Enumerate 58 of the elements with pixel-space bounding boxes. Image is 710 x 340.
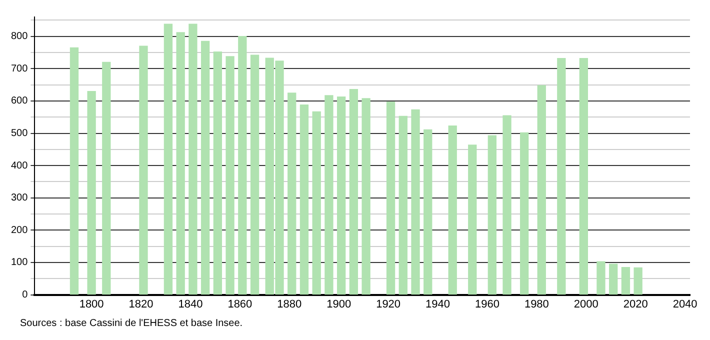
x-tick-label: 2020 [623,298,648,310]
bar [398,116,408,295]
bar [502,115,512,295]
bar [300,104,309,295]
bar [164,24,173,295]
y-tick-label: 500 [10,128,28,140]
x-tick-label: 2040 [672,298,698,310]
bar [139,46,148,295]
bar [596,261,606,295]
x-tick-label: 1860 [228,298,252,310]
x-tick-label: 2000 [574,298,598,310]
bar [488,135,496,295]
bar [349,89,358,295]
bar [238,36,247,295]
bar [312,111,321,295]
bar [213,52,222,295]
x-tick-label: 1940 [426,298,450,310]
x-tick-label: 1920 [376,298,401,310]
x-tick-label: 1900 [326,298,352,310]
bar [579,58,588,295]
bar [557,58,566,295]
bar [176,32,185,295]
y-tick-label: 300 [10,192,28,204]
bar [324,95,334,295]
bar [200,40,210,295]
bar [424,129,432,295]
y-tick-label: 400 [10,160,28,172]
x-tick-label: 1960 [474,298,500,310]
bar [102,62,111,295]
bar [520,132,529,295]
x-tick-label: 1800 [79,298,104,310]
bar [411,109,420,295]
source-note: Sources : base Cassini de l'EHESS et base Insee. [20,318,244,329]
bar [537,85,546,295]
bar [609,264,618,295]
bar [70,47,79,295]
bar [336,96,346,295]
y-tick-label: 0 [22,290,28,301]
bar [448,126,457,295]
y-tick-label: 600 [10,96,28,107]
bar [468,144,477,295]
x-tick-label: 1820 [128,298,154,310]
bar [621,267,630,295]
y-tick-label: 700 [10,63,28,74]
bar [634,267,642,295]
y-tick-label: 800 [10,31,28,42]
x-tick-label: 1880 [277,298,302,310]
bar [386,102,396,295]
x-tick-label: 1840 [178,298,203,310]
bar [250,54,260,295]
x-tick-label: 1980 [524,298,549,310]
y-tick-label: 100 [10,257,28,268]
bar [226,56,234,295]
bar [288,92,296,295]
bar [362,98,370,295]
y-tick-label: 200 [10,224,28,236]
bar [188,24,198,295]
bar [87,90,96,295]
